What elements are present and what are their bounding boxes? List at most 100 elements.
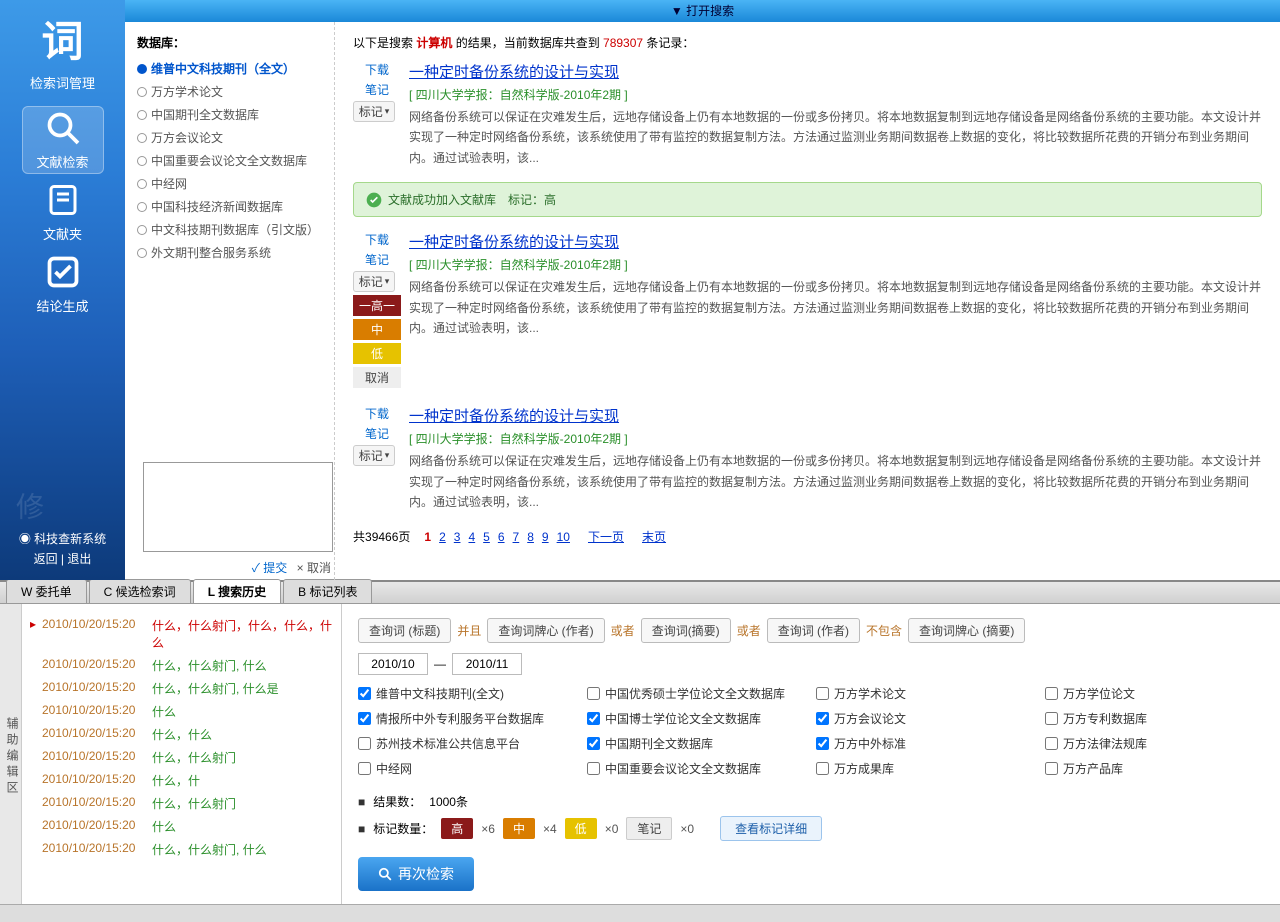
tag-option-high[interactable]: 一高一	[353, 295, 401, 316]
date-to-input[interactable]: 2010/11	[452, 653, 522, 675]
horizontal-scrollbar[interactable]	[0, 904, 1280, 922]
pager-page[interactable]: 1	[424, 530, 431, 544]
db-option[interactable]: 中经网	[137, 172, 322, 195]
pager-page[interactable]: 3	[454, 530, 461, 544]
brand-logo: 词	[41, 8, 83, 69]
history-row[interactable]: ▸2010/10/20/15:20什么，什么	[30, 723, 333, 746]
db-checkbox[interactable]: 苏州技术标准公共信息平台	[358, 735, 577, 752]
db-checkbox[interactable]: 万方学位论文	[1045, 685, 1264, 702]
db-checkbox[interactable]: 维普中文科技期刊(全文)	[358, 685, 577, 702]
db-checkbox[interactable]: 万方中外标准	[816, 735, 1035, 752]
nav-search[interactable]: 文献检索	[22, 106, 104, 174]
download-link[interactable]: 下载	[353, 405, 401, 422]
open-search-bar[interactable]: ▼ 打开搜索	[125, 0, 1280, 22]
db-option[interactable]: 中国科技经济新闻数据库	[137, 195, 322, 218]
pager-page[interactable]: 9	[542, 530, 549, 544]
pager-next[interactable]: 下一页	[588, 530, 624, 544]
download-link[interactable]: 下载	[353, 61, 401, 78]
history-row[interactable]: ▸2010/10/20/15:20什么，什	[30, 769, 333, 792]
back-link[interactable]: 返回	[34, 552, 58, 566]
history-row[interactable]: ▸2010/10/20/15:20什么，什么射门, 什么	[30, 654, 333, 677]
success-banner: 文献成功加入文献库 标记：高	[353, 182, 1262, 217]
note-link[interactable]: 笔记	[353, 425, 401, 442]
db-option[interactable]: 中国重要会议论文全文数据库	[137, 149, 322, 172]
query-chip[interactable]: 查询词牌心 (作者)	[487, 618, 604, 643]
pager-page[interactable]: 5	[483, 530, 490, 544]
system-link[interactable]: ◉ 科技查新系统	[0, 530, 125, 547]
db-checkbox[interactable]: 中国期刊全文数据库	[587, 735, 806, 752]
result-title[interactable]: 一种定时备份系统的设计与实现	[409, 61, 1262, 82]
tag-option-low[interactable]: 低	[353, 343, 401, 364]
tag-dropdown[interactable]: 标记	[353, 445, 395, 466]
db-option[interactable]: 中文科技期刊数据库（引文版）	[137, 218, 322, 241]
db-checkbox[interactable]: 万方产品库	[1045, 760, 1264, 777]
tag-option-mid[interactable]: 中	[353, 319, 401, 340]
tag-mid-badge: 中	[503, 818, 535, 839]
db-checkbox[interactable]: 中经网	[358, 760, 577, 777]
history-row[interactable]: ▸2010/10/20/15:20什么，什么射门	[30, 746, 333, 769]
result-title[interactable]: 一种定时备份系统的设计与实现	[409, 231, 1262, 252]
result-title[interactable]: 一种定时备份系统的设计与实现	[409, 405, 1262, 426]
pager-last[interactable]: 末页	[642, 530, 666, 544]
note-submit-button[interactable]: ✓ 提交	[252, 561, 288, 575]
tab-C[interactable]: C 候选检索词	[89, 579, 191, 603]
db-option[interactable]: 中国期刊全文数据库	[137, 103, 322, 126]
query-chip[interactable]: 查询词 (标题)	[358, 618, 451, 643]
db-option[interactable]: 维普中文科技期刊（全文）	[137, 57, 322, 80]
exit-link[interactable]: 退出	[67, 552, 91, 566]
history-row[interactable]: ▸2010/10/20/15:20什么，什么射门, 什么	[30, 838, 333, 861]
nav-folder[interactable]: 文献夹	[22, 178, 104, 246]
view-tag-detail-button[interactable]: 查看标记详细	[720, 816, 822, 841]
query-chip[interactable]: 查询词 (作者)	[767, 618, 860, 643]
results-panel: 以下是搜索 计算机 的结果，当前数据库共查到 789307 条记录： 下载笔记标…	[335, 22, 1280, 580]
result-abstract: 网络备份系统可以保证在灾难发生后，远地存储设备上仍有本地数据的一份或多份拷贝。将…	[409, 277, 1262, 338]
db-checkbox[interactable]: 中国博士学位论文全文数据库	[587, 710, 806, 727]
tab-B[interactable]: B 标记列表	[283, 579, 372, 603]
history-row[interactable]: ▸2010/10/20/15:20什么	[30, 815, 333, 838]
pager-page[interactable]: 7	[513, 530, 520, 544]
pager-page[interactable]: 10	[557, 530, 570, 544]
nav-conclusion[interactable]: 结论生成	[22, 250, 104, 318]
tag-note-badge: 笔记	[626, 817, 672, 840]
db-option[interactable]: 万方会议论文	[137, 126, 322, 149]
tab-W[interactable]: W 委托单	[6, 579, 87, 603]
note-textarea[interactable]	[143, 462, 333, 552]
db-option[interactable]: 万方学术论文	[137, 80, 322, 103]
db-checkbox[interactable]: 万方专利数据库	[1045, 710, 1264, 727]
download-link[interactable]: 下载	[353, 231, 401, 248]
query-operator: 并且	[457, 622, 481, 639]
history-row[interactable]: ▸2010/10/20/15:20什么	[30, 700, 333, 723]
tab-L[interactable]: L 搜索历史	[193, 579, 281, 603]
date-from-input[interactable]: 2010/10	[358, 653, 428, 675]
tag-option-cancel[interactable]: 取消	[353, 367, 401, 388]
db-checkbox[interactable]: 情报所中外专利服务平台数据库	[358, 710, 577, 727]
research-again-button[interactable]: 再次检索	[358, 857, 474, 891]
query-chip[interactable]: 查询词牌心 (摘要)	[908, 618, 1025, 643]
db-option[interactable]: 外文期刊整合服务系统	[137, 241, 322, 264]
tag-dropdown[interactable]: 标记	[353, 271, 395, 292]
db-checkbox[interactable]: 万方法律法规库	[1045, 735, 1264, 752]
db-checkbox[interactable]: 中国重要会议论文全文数据库	[587, 760, 806, 777]
pager-page[interactable]: 2	[439, 530, 446, 544]
note-input-box: ✓ 提交 × 取消	[143, 462, 333, 580]
pager-page[interactable]: 4	[468, 530, 475, 544]
note-link[interactable]: 笔记	[353, 81, 401, 98]
query-chip[interactable]: 查询词(摘要)	[641, 618, 731, 643]
search-history-list: ▸2010/10/20/15:20什么，什么射门，什么，什么，什么▸2010/1…	[22, 604, 342, 904]
pager-page[interactable]: 8	[527, 530, 534, 544]
db-checkbox[interactable]: 万方会议论文	[816, 710, 1035, 727]
pager-page[interactable]: 6	[498, 530, 505, 544]
note-cancel-button[interactable]: × 取消	[297, 561, 331, 575]
history-row[interactable]: ▸2010/10/20/15:20什么，什么射门, 什么是	[30, 677, 333, 700]
tag-dropdown[interactable]: 标记	[353, 101, 395, 122]
decorative-calligraphy: 修	[8, 492, 48, 520]
query-operator: 或者	[737, 622, 761, 639]
db-checkbox[interactable]: 万方学术论文	[816, 685, 1035, 702]
bottom-tabs: W 委托单C 候选检索词L 搜索历史B 标记列表	[0, 582, 1280, 604]
history-row[interactable]: ▸2010/10/20/15:20什么，什么射门，什么，什么，什么	[30, 614, 333, 654]
db-checkbox[interactable]: 万方成果库	[816, 760, 1035, 777]
query-operator: 或者	[611, 622, 635, 639]
note-link[interactable]: 笔记	[353, 251, 401, 268]
db-checkbox[interactable]: 中国优秀硕士学位论文全文数据库	[587, 685, 806, 702]
history-row[interactable]: ▸2010/10/20/15:20什么，什么射门	[30, 792, 333, 815]
